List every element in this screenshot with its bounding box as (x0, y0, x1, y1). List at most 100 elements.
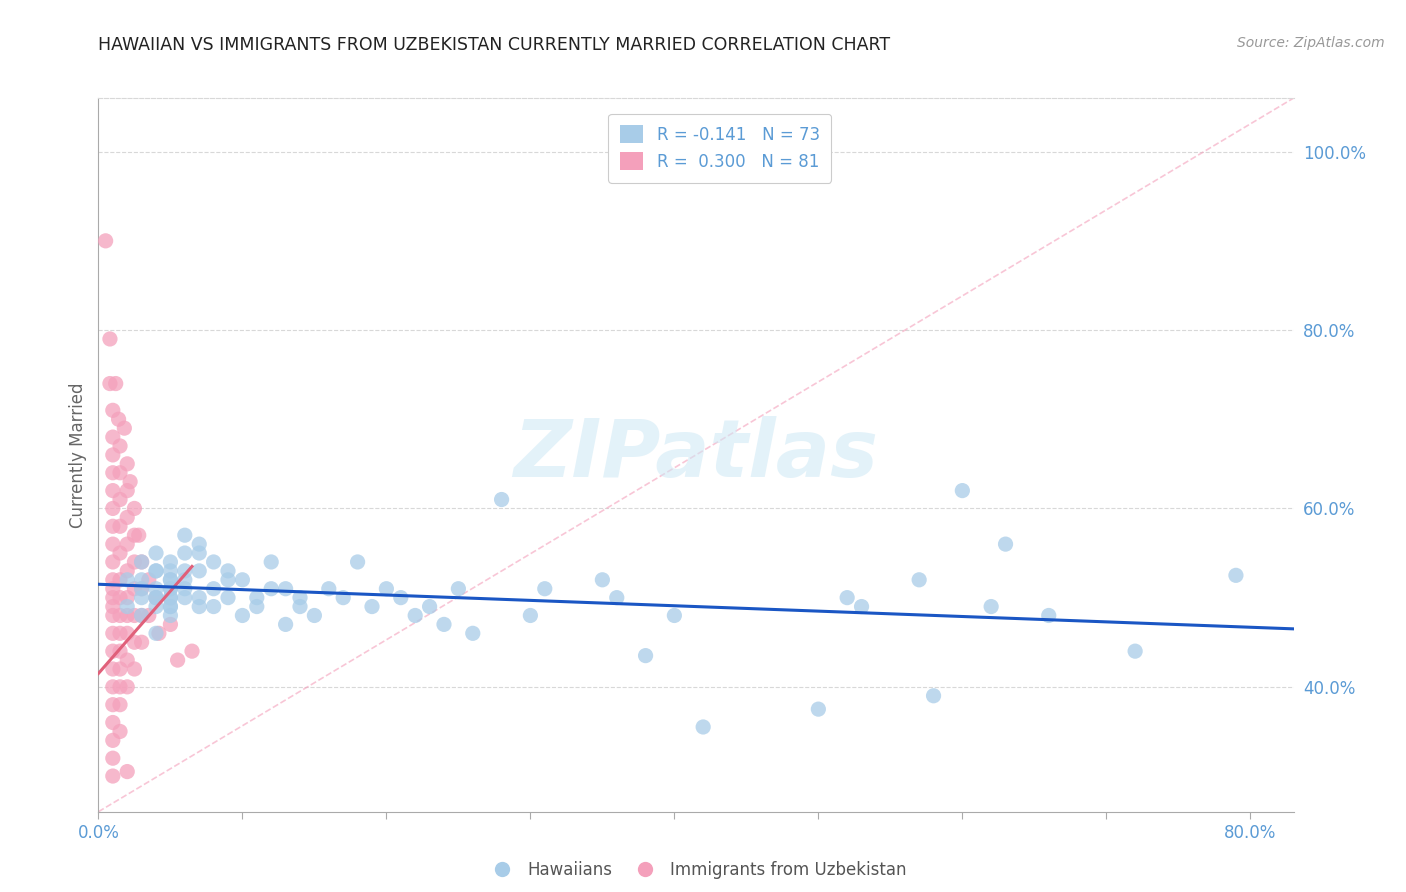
Point (101, 537, 124, 551)
Point (145, 564, 167, 578)
Point (94, 234, 117, 248)
Point (980, 599, 1002, 614)
Point (173, 564, 195, 578)
Point (461, 626, 484, 640)
Point (115, 537, 138, 551)
Point (260, 555, 283, 569)
Point (181, 644, 204, 658)
Point (108, 492, 131, 507)
Point (173, 528, 195, 542)
Point (491, 492, 513, 507)
Point (159, 608, 181, 623)
Point (101, 483, 124, 498)
Point (108, 573, 131, 587)
Point (131, 582, 153, 596)
Point (433, 617, 456, 632)
Point (115, 626, 138, 640)
Point (107, 412, 129, 426)
Point (124, 555, 146, 569)
Point (1225, 568, 1247, 582)
Point (131, 635, 153, 649)
Point (124, 582, 146, 596)
Point (173, 582, 195, 596)
Point (101, 644, 124, 658)
Point (288, 591, 311, 605)
Point (304, 608, 326, 623)
Point (115, 564, 138, 578)
Point (159, 591, 181, 605)
Point (124, 501, 146, 516)
Point (217, 564, 239, 578)
Point (145, 591, 167, 605)
Point (519, 608, 541, 623)
Point (159, 582, 181, 596)
Point (591, 573, 613, 587)
Point (188, 564, 211, 578)
Point (246, 599, 269, 614)
Point (1038, 608, 1060, 623)
Point (173, 591, 195, 605)
Point (108, 662, 131, 676)
Point (101, 599, 124, 614)
Point (922, 689, 945, 703)
Point (108, 439, 131, 453)
Point (101, 573, 124, 587)
Point (101, 501, 124, 516)
Point (634, 648, 657, 663)
Point (361, 599, 384, 614)
Point (101, 448, 124, 462)
Point (533, 582, 555, 596)
Point (101, 466, 124, 480)
Point (131, 555, 153, 569)
Point (159, 617, 181, 632)
Point (124, 608, 146, 623)
Point (101, 662, 124, 676)
Point (131, 608, 153, 623)
Point (115, 608, 138, 623)
Text: Source: ZipAtlas.com: Source: ZipAtlas.com (1237, 36, 1385, 50)
Point (108, 724, 131, 739)
Legend: Hawaiians, Immigrants from Uzbekistan: Hawaiians, Immigrants from Uzbekistan (478, 855, 914, 886)
Point (908, 573, 931, 587)
Point (131, 591, 153, 605)
Point (98, 376, 121, 391)
Point (108, 608, 131, 623)
Point (994, 537, 1017, 551)
Point (188, 546, 211, 560)
Point (274, 617, 297, 632)
Point (217, 591, 239, 605)
Point (101, 698, 124, 712)
Point (131, 582, 153, 596)
Point (145, 591, 167, 605)
Point (145, 599, 167, 614)
Point (807, 702, 830, 716)
Point (101, 403, 124, 417)
Point (231, 608, 253, 623)
Point (202, 582, 225, 596)
Point (664, 608, 686, 623)
Point (159, 564, 181, 578)
Point (101, 626, 124, 640)
Point (447, 582, 470, 596)
Point (98, 332, 121, 346)
Point (101, 680, 124, 694)
Point (131, 608, 153, 623)
Point (138, 573, 160, 587)
Point (217, 573, 239, 587)
Point (173, 546, 195, 560)
Point (145, 546, 167, 560)
Point (131, 555, 153, 569)
Y-axis label: Currently Married: Currently Married (69, 382, 87, 528)
Point (145, 564, 167, 578)
Point (246, 591, 269, 605)
Point (101, 430, 124, 444)
Point (115, 510, 138, 524)
Point (115, 457, 138, 471)
Point (202, 599, 225, 614)
Point (145, 626, 167, 640)
Point (188, 591, 211, 605)
Point (692, 720, 714, 734)
Point (389, 591, 412, 605)
Point (837, 591, 859, 605)
Point (128, 528, 150, 542)
